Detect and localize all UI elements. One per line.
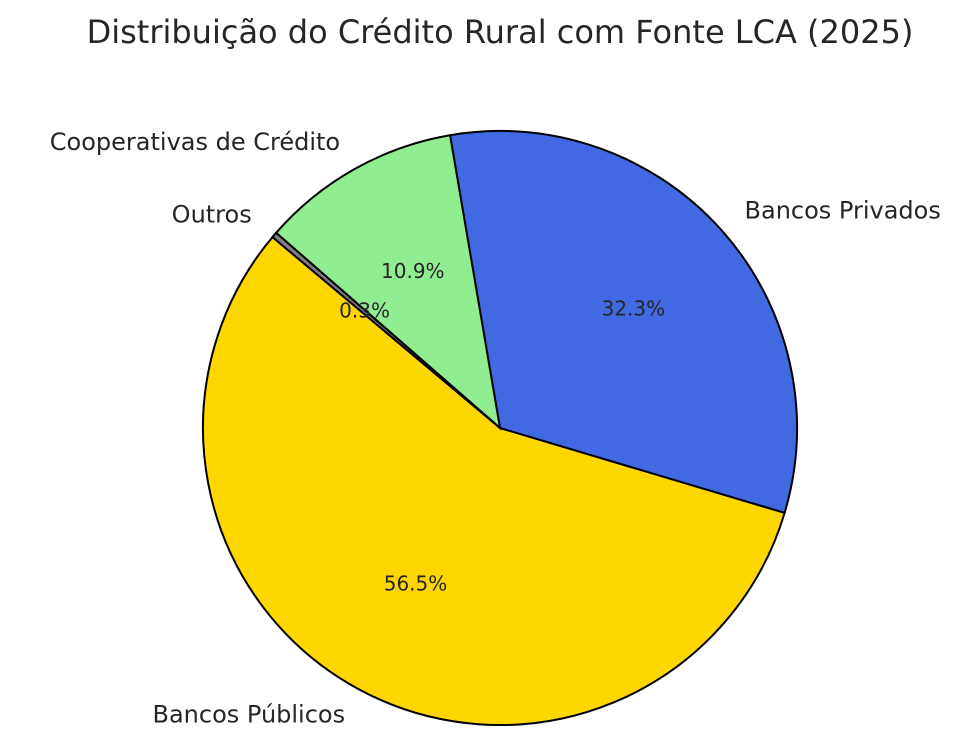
- value-label: 10.9%: [381, 259, 445, 283]
- value-label: 56.5%: [384, 571, 448, 595]
- slice-label: Outros: [172, 201, 252, 229]
- pie-slice: [202, 235, 786, 726]
- slice-label: Bancos Públicos: [153, 701, 346, 729]
- slice-label: Cooperativas de Crédito: [50, 128, 340, 156]
- pie-slice: [274, 134, 502, 431]
- value-label: 0.3%: [339, 299, 390, 323]
- value-label: 32.3%: [602, 296, 666, 320]
- pie-slice: [271, 231, 501, 429]
- pie-slice: [448, 130, 798, 515]
- chart-title: Distribuição do Crédito Rural com Fonte …: [87, 13, 914, 51]
- slice-label: Bancos Privados: [745, 196, 941, 224]
